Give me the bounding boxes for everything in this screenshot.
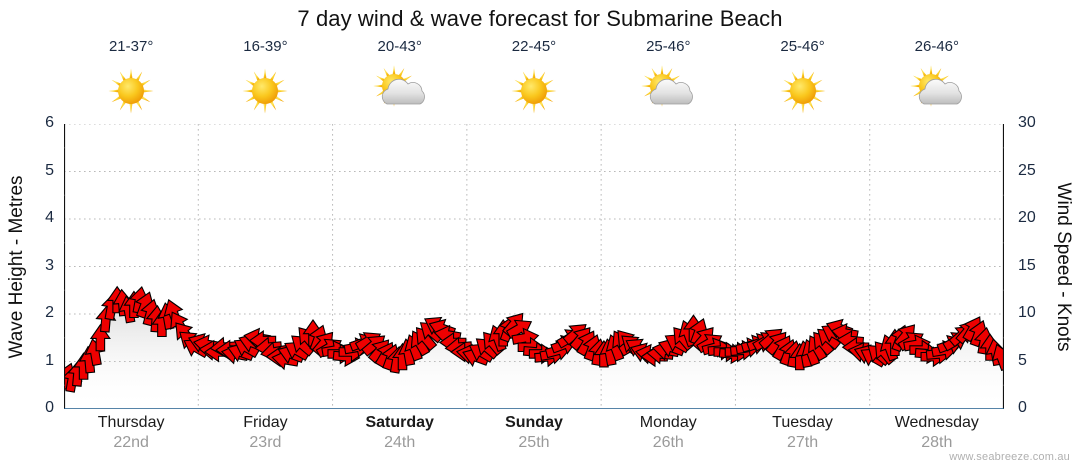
right-tick-label: 25 <box>1018 161 1036 179</box>
day-date: 28th <box>921 434 953 451</box>
left-tick-label: 2 <box>45 304 54 321</box>
plot-area <box>64 124 1004 409</box>
left-axis-title-text: Wave Height - Metres <box>6 174 27 359</box>
day-footer-friday: Friday 23rd <box>198 414 332 470</box>
day-name: Saturday <box>365 414 434 431</box>
day-header-wednesday: 26-46° <box>870 36 1004 124</box>
day-header-thursday: 21-37° <box>64 36 198 124</box>
right-tick-label: 5 <box>1018 351 1027 369</box>
wind-direction-arrows <box>64 285 1004 393</box>
day-name: Sunday <box>505 414 563 431</box>
right-axis-title-text: Wind Speed - Knots <box>1053 182 1074 351</box>
temperature-range: 21-37° <box>108 38 154 55</box>
right-tick-label: 30 <box>1018 114 1036 131</box>
day-footer-wednesday: Wednesday 28th <box>870 414 1004 470</box>
day-name: Thursday <box>97 414 165 431</box>
sun-cloud-icon <box>601 62 735 122</box>
day-name: Tuesday <box>772 414 833 431</box>
day-date: 25th <box>518 434 550 451</box>
left-tick-label: 4 <box>45 209 54 226</box>
day-header-sunday: 22-45° <box>467 36 601 124</box>
day-header-friday: 16-39° <box>198 36 332 124</box>
day-name: Friday <box>243 414 288 431</box>
left-tick-label: 6 <box>45 114 54 131</box>
day-date: 26th <box>652 434 684 451</box>
temperature-range: 26-46° <box>914 38 960 55</box>
sun-icon <box>198 62 332 122</box>
day-footer-monday: Monday 26th <box>601 414 735 470</box>
day-footer-tuesday: Tuesday 27th <box>735 414 869 470</box>
right-tick-label: 0 <box>1018 399 1027 416</box>
right-tick-label: 10 <box>1018 304 1036 321</box>
right-axis-title: Wind Speed - Knots <box>1048 124 1078 409</box>
left-tick-label: 3 <box>45 256 54 274</box>
watermark: www.seabreeze.com.au <box>949 451 1070 463</box>
day-footer-row: Thursday 22nd Friday 23rd Saturday 24th Sunday… <box>64 414 1004 470</box>
right-tick-label: 15 <box>1018 256 1036 274</box>
temperature-range: 25-46° <box>780 38 825 55</box>
sun-cloud-icon <box>333 62 467 122</box>
sun-icon <box>467 62 601 122</box>
day-footer-sunday: Sunday 25th <box>467 414 601 470</box>
left-tick-label: 0 <box>45 399 54 416</box>
temperature-range: 22-45° <box>511 38 557 55</box>
temperature-range: 16-39° <box>243 38 288 55</box>
temperature-range: 20-43° <box>377 38 422 55</box>
wind-arrow-plot <box>64 124 1004 409</box>
sun-cloud-icon <box>870 62 1004 122</box>
day-name: Wednesday <box>894 414 979 431</box>
left-tick-label: 5 <box>45 161 54 179</box>
sun-icon <box>64 62 198 122</box>
day-header-tuesday: 25-46° <box>735 36 869 124</box>
day-header-saturday: 20-43° <box>333 36 467 124</box>
day-date: 22nd <box>113 434 149 451</box>
temperature-range: 25-46° <box>646 38 691 55</box>
day-footer-saturday: Saturday 24th <box>333 414 467 470</box>
day-name: Monday <box>639 414 697 431</box>
day-header-monday: 25-46° <box>601 36 735 124</box>
page-title: 7 day wind & wave forecast for Submarine… <box>297 6 783 31</box>
left-tick-label: 1 <box>45 351 54 369</box>
right-tick-label: 20 <box>1018 209 1036 226</box>
day-date: 23rd <box>249 434 282 451</box>
sun-icon <box>735 62 869 122</box>
day-footer-thursday: Thursday 22nd <box>64 414 198 470</box>
day-header-row: 21-37° 16-39° 20-43° 22-45° 25-46° 25-46° 26-4… <box>64 36 1004 124</box>
day-date: 27th <box>786 434 819 451</box>
day-date: 24th <box>384 434 416 451</box>
